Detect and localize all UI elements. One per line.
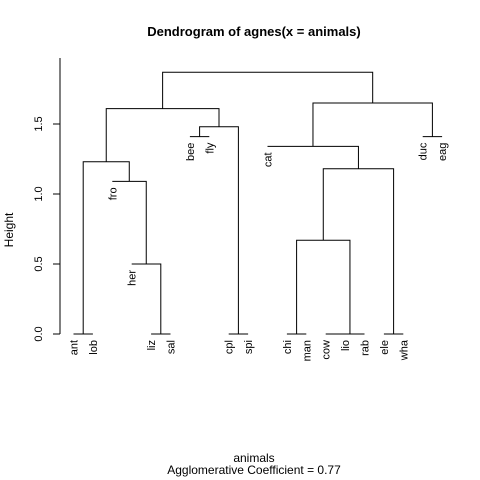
leaf-label-ele: ele xyxy=(379,340,391,355)
leaf-label-fly: fly xyxy=(204,142,216,154)
merge-link-m8 xyxy=(131,263,162,334)
leaf-label-ant: ant xyxy=(69,340,81,355)
y-ticks: 0.0 0.5 1.0 1.5 xyxy=(33,116,60,342)
leaf-label-liz: liz xyxy=(146,340,158,350)
leaf-label-lob: lob xyxy=(88,340,100,355)
leaf-label-wha: wha xyxy=(398,339,410,361)
leaf-label-chi: chi xyxy=(282,340,294,354)
merge-link-m19 xyxy=(162,71,374,109)
leaf-labels: ant lob fro her liz sal bee fly cpl spi cat chi man c… xyxy=(69,142,450,361)
y-tick-label-1: 0.5 xyxy=(33,256,45,271)
dendrogram-links xyxy=(73,71,443,335)
leaf-label-cow: cow xyxy=(321,340,333,360)
chart-title: Dendrogram of agnes(x = animals) xyxy=(147,24,360,39)
merge-link-m11 xyxy=(322,168,395,334)
merge-link-m10 xyxy=(112,180,147,264)
leaf-label-cpl: cpl xyxy=(224,340,236,354)
merge-link-m9 xyxy=(296,239,351,334)
leaf-label-man: man xyxy=(301,340,313,361)
y-tick-label-3: 1.5 xyxy=(33,116,45,131)
leaf-label-eag: eag xyxy=(437,143,449,161)
leaf-label-sal: sal xyxy=(166,340,178,354)
leaf-label-lio: lio xyxy=(340,340,352,351)
leaf-label-cat: cat xyxy=(263,152,275,167)
chart-subtitle: Agglomerative Coefficient = 0.77 xyxy=(167,463,341,477)
y-axis-label: Height xyxy=(2,212,16,247)
y-tick-label-0: 0.0 xyxy=(33,326,45,341)
merge-link-m17 xyxy=(105,108,220,162)
merge-link-m16 xyxy=(199,126,239,334)
leaf-label-fro: fro xyxy=(107,187,119,200)
merge-link-m13 xyxy=(267,145,359,169)
leaf-label-spi: spi xyxy=(243,340,255,354)
leaf-label-bee: bee xyxy=(185,143,197,161)
x-axis-label: animals xyxy=(233,451,274,465)
merge-link-m18 xyxy=(312,102,433,147)
merge-link-m12 xyxy=(82,161,130,334)
y-tick-label-2: 1.0 xyxy=(33,186,45,201)
leaf-label-duc: duc xyxy=(418,142,430,160)
leaf-label-rab: rab xyxy=(360,340,372,356)
y-axis: 0.0 0.5 1.0 1.5 xyxy=(33,58,61,342)
leaf-label-her: her xyxy=(127,270,139,286)
